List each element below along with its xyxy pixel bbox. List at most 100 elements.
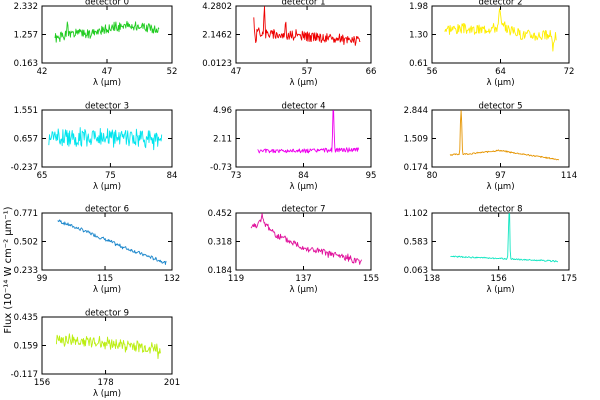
y-tick-label: -0.117 [11,370,38,380]
panel-detector-2: detector 2 56 64 72 0.61 1.30 1.98 λ (μm) [409,0,574,88]
x-tick-label: 64 [495,67,506,77]
y-tick-label: -0.237 [11,163,38,173]
x-tick-label: 178 [97,378,113,388]
x-tick-label: 201 [164,378,180,388]
x-tick-label: 42 [37,67,48,77]
y-tick-label: 2.1462 [202,31,232,41]
x-tick-label: 56 [427,67,438,77]
panel-detector-8: detector 8 138 156 175 0.063 0.583 1.102 λ (μm) [404,205,577,296]
x-tick-label: 80 [427,171,438,181]
y-tick-label: 2.844 [404,106,428,116]
x-tick-label: 84 [167,171,178,181]
x-tick-label: 72 [564,67,575,77]
x-axis-label: λ (μm) [93,78,121,88]
y-tick-label: 0.063 [404,266,428,276]
x-tick-label: 175 [561,274,577,284]
y-tick-label: 0.61 [409,59,428,69]
spectrum-series-line [55,333,161,360]
y-tick-label: 0.452 [208,209,232,219]
plot-frame [431,212,570,271]
panel-title: detector 3 [85,102,129,112]
x-tick-label: 138 [424,274,440,284]
x-tick-label: 115 [97,274,113,284]
y-tick-label: 0.174 [404,163,428,173]
x-tick-label: 114 [561,171,577,181]
y-tick-label: 1.102 [404,209,428,219]
y-tick-label: 2.332 [14,2,38,12]
x-axis-label: λ (μm) [93,285,121,295]
panel-title: detector 7 [282,205,326,215]
panel-title: detector 1 [282,0,326,8]
y-tick-label: 2.11 [213,135,232,145]
x-tick-label: 47 [231,67,242,77]
y-tick-label: 0.502 [14,238,38,248]
panel-title: detector 8 [479,205,523,215]
y-tick-label: 0.318 [208,238,232,248]
panel-title: detector 5 [479,102,523,112]
y-tick-label: 4.96 [213,106,232,116]
x-axis-label: λ (μm) [486,78,514,88]
y-tick-label: 1.30 [409,31,428,41]
panel-detector-7: detector 7 119 137 155 0.184 0.318 0.452 λ (μm) [208,205,379,296]
y-tick-label: 1.509 [404,135,428,145]
panel-title: detector 2 [479,0,523,8]
y-tick-label: 0.435 [14,313,38,323]
y-tick-label: 0.163 [14,59,38,69]
y-tick-label: -0.73 [210,163,232,173]
spectrum-series-line [444,8,557,52]
y-tick-label: 0.159 [14,342,38,352]
x-tick-label: 137 [295,274,311,284]
x-axis-label: λ (μm) [289,182,317,192]
x-tick-label: 75 [105,171,116,181]
panel-title: detector 4 [282,102,326,112]
x-tick-label: 95 [366,171,377,181]
panel-detector-9: detector 9 156 178 201 -0.117 0.159 0.435 λ (μm… [11,309,181,400]
panel-detector-5: detector 5 80 97 114 0.174 1.509 2.844 λ (μm) [404,102,577,193]
y-tick-label: 0.0123 [202,59,232,69]
y-tick-label: 0.657 [14,135,38,145]
panel-title: detector 6 [85,205,129,215]
x-tick-label: 99 [37,274,48,284]
x-axis-label: λ (μm) [289,78,317,88]
panel-title: detector 9 [85,309,129,319]
y-tick-label: 1.257 [14,31,38,41]
panel-detector-4: detector 4 73 84 95 -0.73 2.11 4.96 λ (μm) [210,102,376,193]
panel-title: detector 0 [85,0,129,8]
x-tick-label: 156 [34,378,50,388]
spectrum-series-line [449,110,560,161]
shared-y-axis-label: Flux (10⁻¹⁴ W cm⁻² μm⁻¹) [3,206,14,333]
x-tick-label: 57 [302,67,313,77]
y-tick-label: 1.551 [14,106,38,116]
x-tick-label: 73 [231,171,242,181]
panel-detector-3: detector 3 65 75 84 -0.237 0.657 1.551 λ (μm) [11,102,178,193]
spectrum-series-line [57,219,167,266]
y-tick-label: 0.583 [404,238,428,248]
spectrum-series-line [450,213,559,263]
plot-frame [235,212,372,271]
x-tick-label: 132 [164,274,180,284]
panel-detector-6: detector 6 99 115 132 0.233 0.502 0.771 λ (μm) [14,205,180,296]
y-tick-label: 0.771 [14,209,38,219]
x-tick-label: 156 [491,274,507,284]
x-tick-label: 97 [495,171,506,181]
x-tick-label: 47 [102,67,113,77]
x-tick-label: 66 [366,67,377,77]
y-tick-label: 0.184 [208,266,232,276]
y-tick-label: 4.2802 [202,2,232,12]
x-axis-label: λ (μm) [93,182,121,192]
panel-detector-0: detector 0 42 47 52 0.163 1.257 2.332 λ (μm) [14,0,178,88]
x-axis-label: λ (μm) [289,285,317,295]
spectrum-series-line [253,6,361,46]
spectrum-series-line [48,127,163,151]
x-tick-label: 65 [37,171,48,181]
spectrum-series-line [257,110,360,154]
x-axis-label: λ (μm) [486,285,514,295]
y-tick-label: 1.98 [409,2,428,12]
plot-frame [235,109,372,168]
x-tick-label: 84 [298,171,309,181]
x-axis-label: λ (μm) [486,182,514,192]
x-tick-label: 155 [363,274,379,284]
spectrum-series-line [250,213,363,265]
